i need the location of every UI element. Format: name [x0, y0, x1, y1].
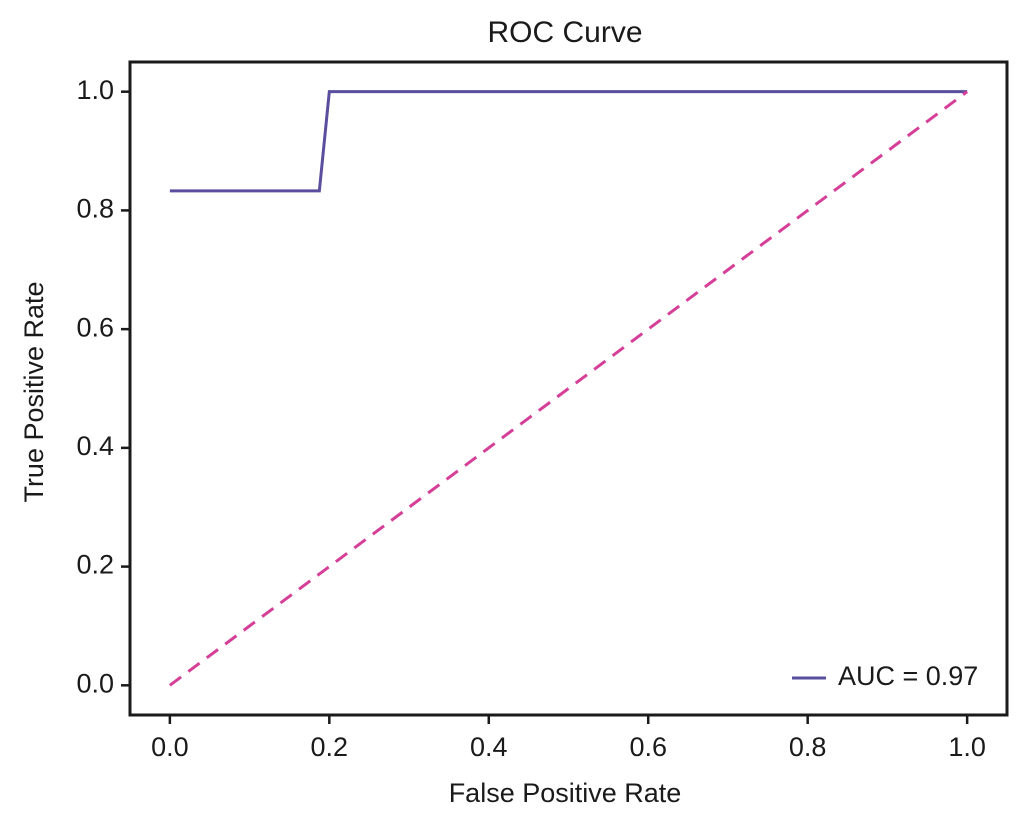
y-tick-label: 0.4 [76, 431, 114, 461]
x-tick-label: 0.2 [311, 732, 349, 762]
legend-label: AUC = 0.97 [838, 661, 978, 691]
series-line [168, 90, 969, 687]
x-axis-label: False Positive Rate [449, 778, 682, 808]
x-tick-label: 1.0 [948, 732, 986, 762]
chart-title: ROC Curve [487, 16, 642, 49]
y-tick-label: 0.2 [76, 550, 114, 580]
x-tick-label: 0.4 [470, 732, 508, 762]
series-line [169, 90, 968, 193]
y-tick-label: 1.0 [76, 75, 114, 105]
x-tick-label: 0.8 [789, 732, 827, 762]
y-tick-label: 0.8 [76, 194, 114, 224]
plot-frame [128, 60, 1009, 717]
y-axis-label: True Positive Rate [19, 281, 49, 502]
y-tick-label: 0.6 [76, 312, 114, 342]
x-tick-label: 0.0 [151, 732, 189, 762]
x-tick-label: 0.6 [629, 732, 667, 762]
y-tick-label: 0.0 [76, 668, 114, 698]
